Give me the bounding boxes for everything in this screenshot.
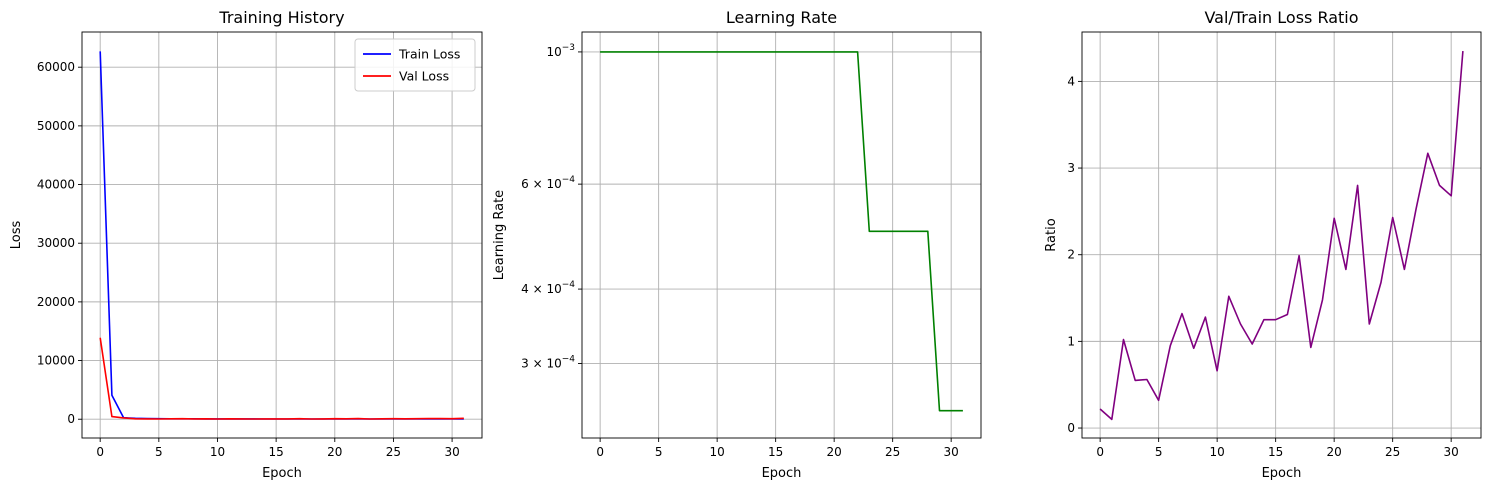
subplot-2: 0 5 10 15 20 25 30 10−3 6 × 10−4 4 × 10−4 3 × 10−4…	[492, 8, 982, 481]
y-tick-label: 4	[1067, 74, 1075, 88]
x-tick-label: 0	[96, 445, 104, 459]
x-tick-label: 25	[885, 445, 900, 459]
x-axis-label: Epoch	[762, 466, 802, 481]
subplot-1: 0 5 10 15 20 25 30 0 10000 20000 30000 40000 50000 60…	[9, 8, 483, 481]
chart-title: Learning Rate	[726, 8, 837, 27]
x-tick-label: 15	[268, 445, 283, 459]
y-axis-label: Loss	[9, 221, 24, 250]
y-tick-label: 0	[1067, 421, 1075, 435]
y-tick-label: 30000	[37, 236, 75, 250]
subplot-3: 0 5 10 15 20 25 30 0 1 2 3 4 Val/Train Loss Ratio Epo…	[1044, 8, 1482, 481]
x-tick-label: 0	[1096, 445, 1104, 459]
x-tick-label: 15	[768, 445, 783, 459]
x-axis-label: Epoch	[1262, 466, 1302, 481]
y-tick-label: 20000	[37, 295, 75, 309]
x-tick-label: 5	[1155, 445, 1163, 459]
x-tick-label: 0	[596, 445, 604, 459]
grid	[82, 32, 482, 438]
y-tick-label: 3	[1067, 161, 1075, 175]
y-tick-label: 0	[67, 412, 75, 426]
x-tick-label: 30	[444, 445, 459, 459]
y-axis-label: Learning Rate	[492, 190, 507, 280]
x-tick-label: 30	[944, 445, 959, 459]
legend: Train Loss Val Loss	[354, 38, 476, 92]
x-tick-label: 30	[1444, 445, 1459, 459]
y-axis-label: Ratio	[1044, 218, 1059, 251]
x-tick-label: 5	[155, 445, 163, 459]
x-tick-label: 25	[1385, 445, 1400, 459]
x-tick-label: 25	[386, 445, 401, 459]
series-line-1	[1099, 51, 1464, 421]
x-tick-label: 10	[210, 445, 225, 459]
y-tick-label: 60000	[37, 60, 75, 74]
x-tick-label: 20	[327, 445, 342, 459]
chart-title: Training History	[218, 8, 344, 27]
x-tick-label: 20	[827, 445, 842, 459]
x-tick-label: 5	[655, 445, 663, 459]
x-tick-label: 15	[1268, 445, 1283, 459]
y-tick-label: 10000	[37, 354, 75, 368]
x-tick-label: 20	[1327, 445, 1342, 459]
y-tick-label: 3 × 10−4	[521, 355, 575, 371]
y-tick-label: 2	[1067, 248, 1075, 262]
y-tick-label: 1	[1067, 334, 1075, 348]
y-tick-label: 40000	[37, 178, 75, 192]
axes-frame	[581, 31, 982, 439]
y-tick-label: 10−3	[546, 43, 575, 59]
axes-frame	[81, 31, 483, 439]
chart-title: Val/Train Loss Ratio	[1204, 8, 1358, 27]
series-line-2	[99, 337, 464, 420]
y-tick-label: 50000	[37, 119, 75, 133]
series-line-1	[99, 51, 464, 420]
x-axis-label: Epoch	[262, 466, 302, 481]
legend-box	[354, 38, 476, 92]
y-tick-label: 4 × 10−4	[521, 280, 575, 296]
y-tick-label: 6 × 10−4	[521, 175, 575, 191]
x-tick-label: 10	[1210, 445, 1225, 459]
x-tick-label: 10	[710, 445, 725, 459]
axes-frame	[1081, 31, 1482, 439]
grid	[1082, 32, 1481, 438]
grid	[582, 32, 981, 438]
legend-label: Val Loss	[399, 69, 449, 84]
legend-label: Train Loss	[398, 47, 460, 62]
series-line-1	[600, 51, 963, 412]
